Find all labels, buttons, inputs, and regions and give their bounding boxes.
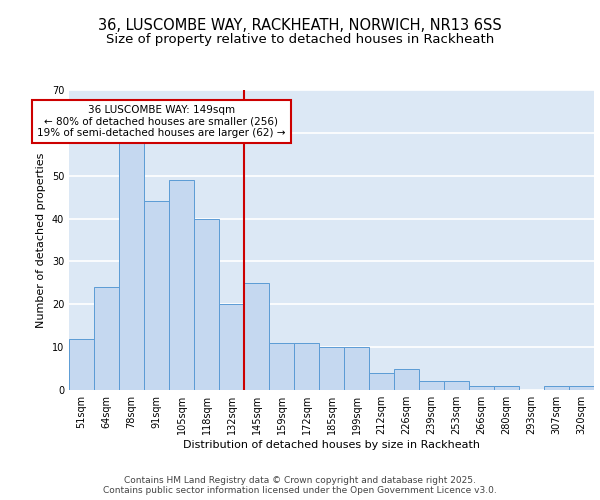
Bar [94,287,119,390]
Bar [69,338,94,390]
Bar [119,137,144,390]
Bar [269,343,294,390]
Bar [419,382,444,390]
Bar [369,373,394,390]
Text: Size of property relative to detached houses in Rackheath: Size of property relative to detached ho… [106,32,494,46]
Bar [194,218,219,390]
Bar [469,386,494,390]
Bar [319,347,344,390]
Bar [494,386,519,390]
Bar [294,343,319,390]
Bar [444,382,469,390]
Bar [244,283,269,390]
Bar [219,304,244,390]
Y-axis label: Number of detached properties: Number of detached properties [36,152,46,328]
Bar [544,386,569,390]
Bar [569,386,594,390]
Bar [144,202,169,390]
Text: 36 LUSCOMBE WAY: 149sqm
← 80% of detached houses are smaller (256)
19% of semi-d: 36 LUSCOMBE WAY: 149sqm ← 80% of detache… [37,105,286,138]
Text: 36, LUSCOMBE WAY, RACKHEATH, NORWICH, NR13 6SS: 36, LUSCOMBE WAY, RACKHEATH, NORWICH, NR… [98,18,502,32]
Bar [169,180,194,390]
X-axis label: Distribution of detached houses by size in Rackheath: Distribution of detached houses by size … [183,440,480,450]
Bar [394,368,419,390]
Bar [344,347,369,390]
Text: Contains HM Land Registry data © Crown copyright and database right 2025.
Contai: Contains HM Land Registry data © Crown c… [103,476,497,495]
